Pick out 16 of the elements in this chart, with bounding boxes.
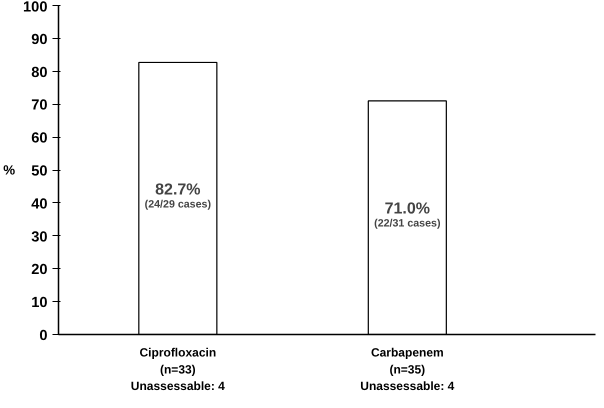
y-tick-label: 10 — [31, 295, 48, 312]
y-tick-label: 80 — [31, 64, 48, 81]
y-tick-label: 50 — [31, 164, 48, 180]
y-tick-label: 60 — [31, 130, 48, 147]
data-label: 71.0% (22/31 cases) — [374, 200, 441, 230]
data-label: 82.7% (24/29 cases) — [144, 181, 212, 210]
y-tick-label: 40 — [31, 196, 48, 212]
y-tick-label: 100 — [23, 0, 48, 16]
x-tick-label: Carbapenem (n=35) Unassessable: 4 — [360, 346, 455, 394]
y-tick-label: 90 — [31, 32, 48, 48]
y-tick-label: 0 — [39, 328, 48, 344]
y-axis-title: % — [3, 162, 16, 178]
y-tick-label: 30 — [31, 229, 48, 246]
x-tick-label: Ciprofloxacin (n=33) Unassessable: 4 — [130, 346, 226, 394]
y-tick-label: 20 — [31, 262, 48, 278]
y-tick-label: 70 — [31, 98, 48, 114]
